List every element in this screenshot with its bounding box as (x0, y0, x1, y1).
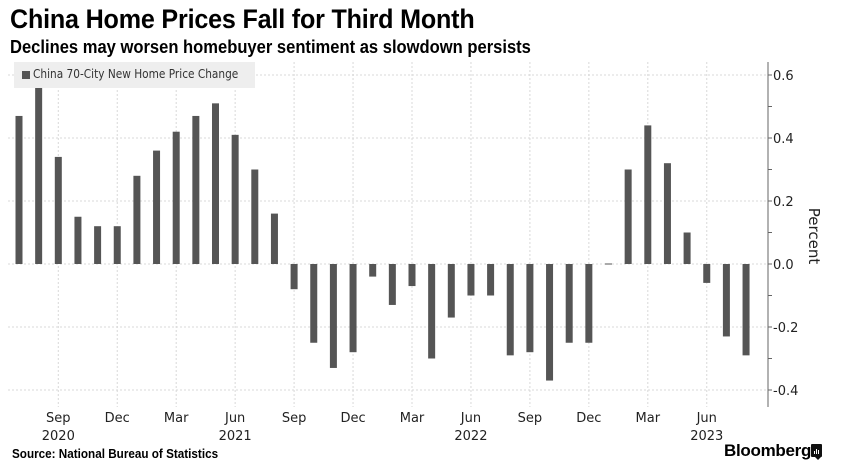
y-axis: 0.6 0.4 0.2 0.0 -0.2 -0.4 (767, 62, 798, 407)
bar (644, 125, 652, 265)
x-tick-label-year: 2020 (42, 429, 75, 444)
x-tick-label-month: Jun (460, 411, 481, 426)
bar (290, 264, 298, 290)
bar (605, 263, 612, 265)
bar (408, 264, 416, 287)
bar (310, 264, 318, 343)
bar (722, 264, 730, 337)
grid-lines (8, 62, 768, 407)
bar (113, 226, 121, 264)
brand-logo: Bloomberg (724, 441, 812, 460)
x-tick-label-month: Jun (224, 411, 245, 426)
bar (74, 216, 82, 264)
bar (428, 264, 436, 359)
x-axis: Sep 2020 Dec Mar Jun 2021 Sep Dec Mar Jun 2022 Sep D… (42, 411, 724, 444)
x-tick-label-year: 2021 (219, 429, 252, 444)
source-note: Source: National Bureau of Statistics (12, 446, 219, 461)
bars (15, 87, 750, 381)
bar (172, 131, 180, 264)
y-axis-label: Percent (805, 208, 823, 265)
x-tick-label-year: 2023 (690, 429, 723, 444)
bar (231, 134, 239, 264)
bar (683, 232, 691, 264)
y-tick-label: 0.4 (773, 132, 794, 147)
bar (35, 87, 43, 264)
bar (526, 264, 534, 353)
x-tick-label-month: Dec (576, 411, 601, 426)
chart-subtitle: Declines may worsen homebuyer sentiment … (10, 37, 531, 57)
bar (546, 264, 554, 381)
bar (192, 115, 200, 264)
x-tick-label-month: Dec (340, 411, 365, 426)
bar (703, 264, 711, 283)
x-tick-label-month: Mar (400, 411, 425, 426)
bar (15, 115, 23, 264)
bar (447, 264, 455, 318)
bar (565, 264, 573, 343)
x-tick-label-month: Sep (46, 411, 71, 426)
bar (251, 169, 259, 264)
x-tick-label-month: Sep (518, 411, 543, 426)
bar (369, 264, 377, 277)
x-tick-label-month: Sep (282, 411, 307, 426)
y-tick-label: -0.4 (773, 384, 798, 399)
bar (270, 213, 278, 264)
x-tick-label-year: 2022 (454, 429, 487, 444)
bar (212, 103, 219, 264)
bar (506, 264, 514, 356)
x-tick-label-month: Jun (696, 411, 717, 426)
bar (54, 156, 62, 264)
bar (742, 264, 750, 356)
bloomberg-chart-icon (811, 444, 822, 460)
x-tick-label-month: Mar (636, 411, 661, 426)
y-tick-label: 0.0 (773, 258, 794, 273)
bar (467, 264, 475, 296)
bar (585, 264, 593, 343)
bar (663, 163, 671, 264)
legend: China 70-City New Home Price Change (14, 62, 255, 88)
x-tick-label-month: Dec (105, 411, 130, 426)
bar (133, 175, 141, 264)
legend-label: China 70-City New Home Price Change (33, 67, 239, 81)
y-tick-label: 0.2 (773, 195, 794, 210)
bar (153, 150, 161, 264)
bar (487, 264, 495, 296)
bar (329, 264, 337, 368)
chart-title: China Home Prices Fall for Third Month (10, 4, 475, 34)
bar (349, 264, 357, 353)
y-tick-label: 0.6 (773, 69, 794, 84)
bar (388, 264, 396, 305)
y-tick-label: -0.2 (773, 321, 798, 336)
x-tick-label-month: Mar (164, 411, 189, 426)
bar (624, 169, 632, 264)
legend-swatch (22, 71, 30, 79)
bar (94, 226, 102, 264)
